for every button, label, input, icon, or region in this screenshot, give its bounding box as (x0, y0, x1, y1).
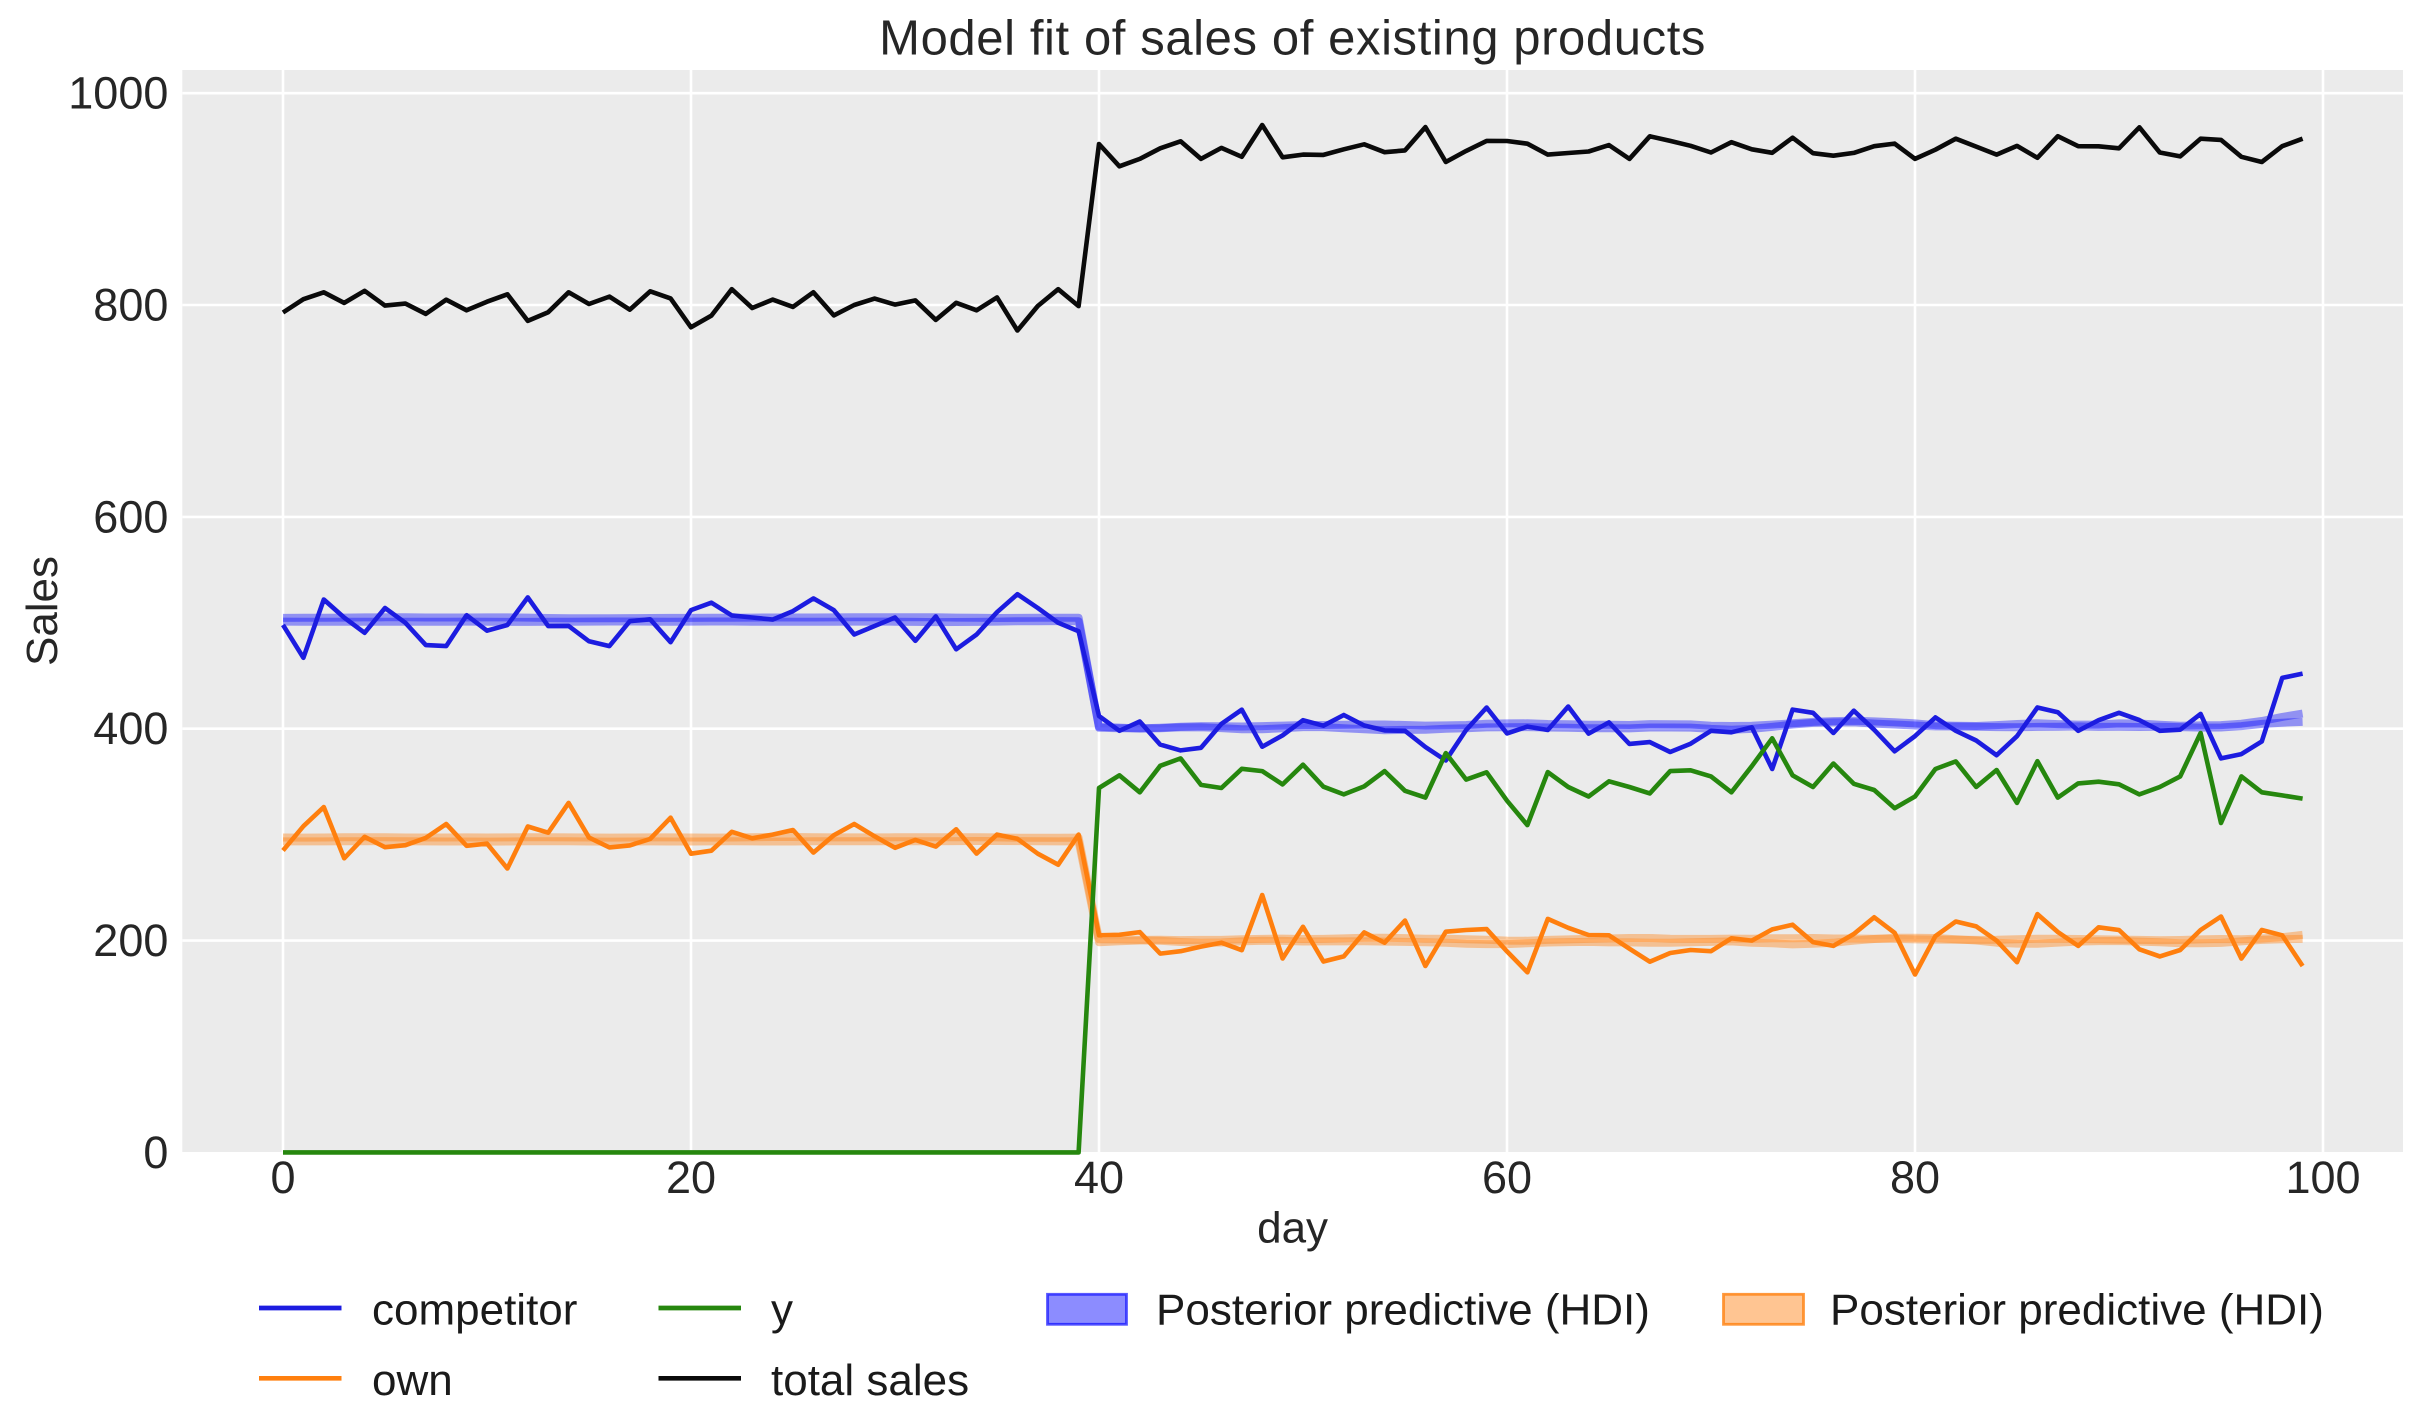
svg-text:own: own (372, 1356, 453, 1405)
svg-text:Posterior predictive (HDI): Posterior predictive (HDI) (1830, 1286, 2324, 1335)
svg-text:Model fit of sales of existing: Model fit of sales of existing products (879, 12, 1706, 66)
svg-text:total sales: total sales (771, 1356, 969, 1405)
svg-text:600: 600 (93, 491, 168, 542)
svg-text:400: 400 (93, 703, 168, 754)
svg-text:competitor: competitor (372, 1286, 577, 1335)
svg-text:0: 0 (270, 1152, 295, 1203)
svg-text:y: y (771, 1286, 793, 1335)
svg-text:1000: 1000 (68, 68, 168, 119)
svg-text:80: 80 (1890, 1152, 1940, 1203)
svg-text:20: 20 (666, 1152, 716, 1203)
svg-text:100: 100 (2285, 1152, 2360, 1203)
svg-text:Sales: Sales (18, 556, 67, 666)
svg-text:Posterior predictive (HDI): Posterior predictive (HDI) (1156, 1286, 1650, 1335)
svg-text:200: 200 (93, 915, 168, 966)
svg-text:0: 0 (143, 1127, 168, 1178)
svg-text:800: 800 (93, 280, 168, 331)
svg-text:day: day (1257, 1204, 1328, 1253)
svg-text:40: 40 (1074, 1152, 1124, 1203)
svg-text:60: 60 (1482, 1152, 1532, 1203)
